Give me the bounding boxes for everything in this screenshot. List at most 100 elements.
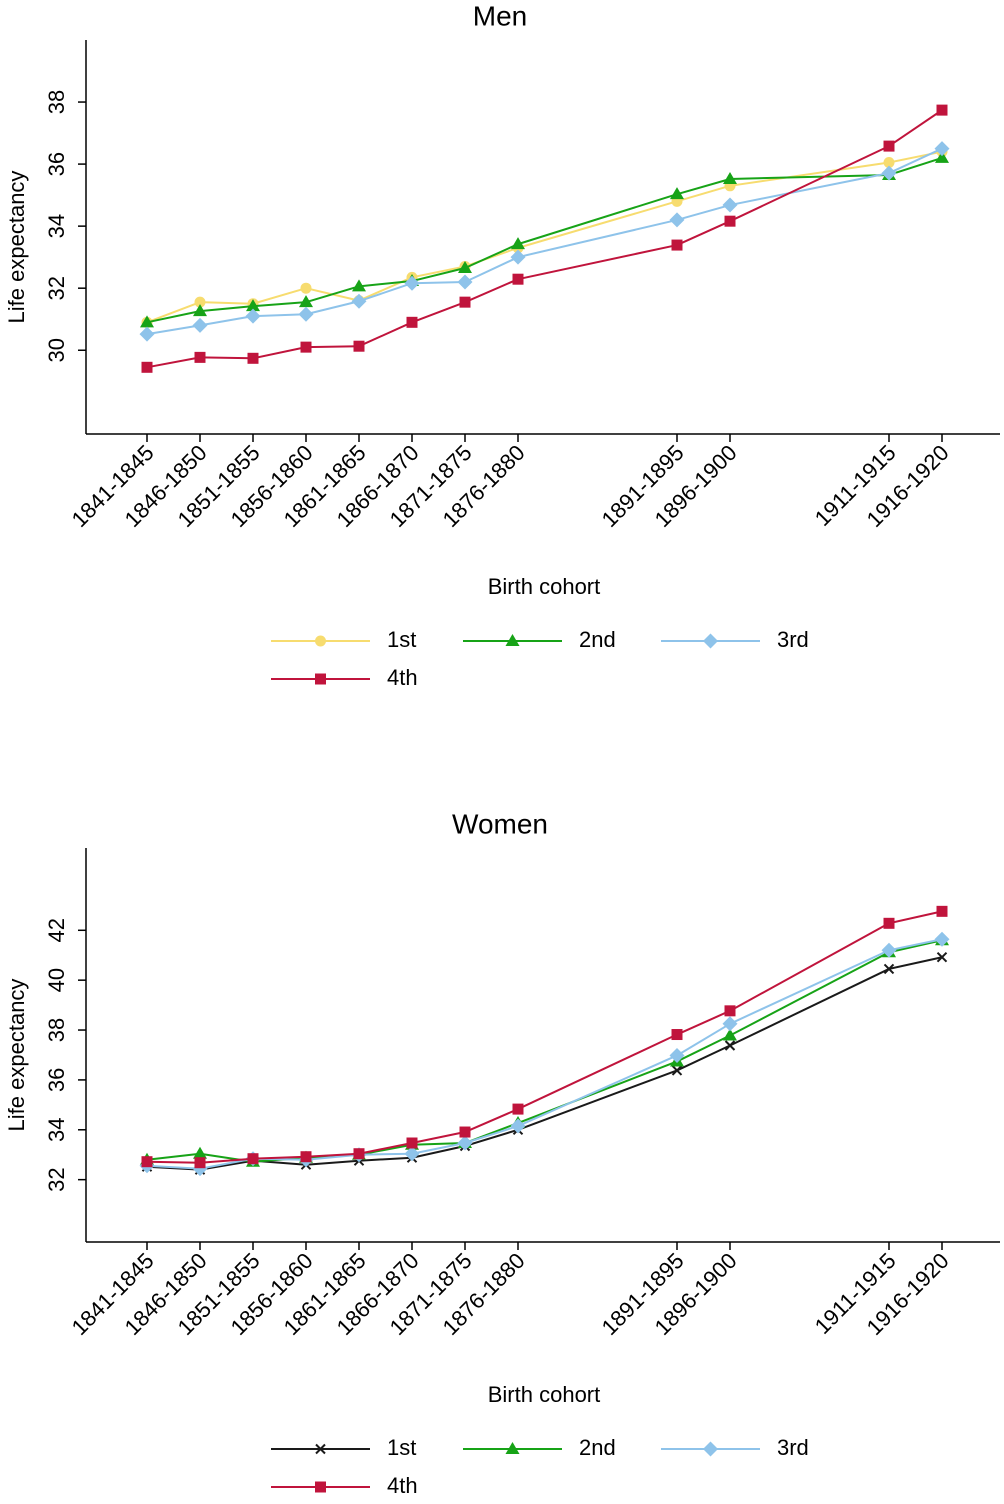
marker [194,296,206,308]
marker [722,1016,738,1032]
marker [194,351,206,363]
y-tick-label: 36 [44,152,69,176]
line-segment [146,1160,201,1164]
marker [883,963,895,975]
line-segment [358,1143,413,1156]
marker [404,1146,420,1162]
y-tick-label: 38 [44,90,69,114]
line-segment [517,244,678,281]
marker [670,187,684,200]
marker [936,952,948,963]
marker [315,1443,326,1455]
line-segment [358,321,413,348]
marker [883,917,895,929]
line-segment [517,200,678,249]
marker [457,274,473,290]
y-tick-label: 42 [44,918,69,942]
y-tick-label: 38 [44,1018,69,1042]
legend-label: 4th [387,1473,418,1498]
y-tick-label: 36 [44,1068,69,1092]
line-segment [888,939,943,954]
marker [510,1118,526,1134]
line-segment [888,938,943,952]
line-segment [888,109,943,147]
line-segment [305,285,360,304]
line-segment [411,265,466,279]
line-segment [888,147,943,174]
marker [315,1481,326,1493]
line-segment [517,1033,678,1110]
marker [671,239,683,251]
line-segment [199,1159,254,1171]
marker [511,237,525,250]
line-segment [358,1142,413,1155]
line-segment [676,178,731,196]
marker [352,279,366,292]
marker [703,633,718,649]
line-segment [676,184,731,203]
line-segment [888,156,943,176]
y-tick-label: 34 [44,1118,69,1142]
marker [192,317,208,333]
line-segment [305,345,360,349]
line-segment [676,1044,731,1072]
line-segment [358,276,413,302]
marker [351,293,367,309]
marker [724,1005,736,1017]
line-segment [305,1153,360,1161]
marker [246,299,260,312]
marker [883,157,895,169]
y-tick-label: 32 [44,1167,69,1191]
line-segment [199,315,254,327]
marker [140,315,154,328]
legend-label: 3rd [777,1435,809,1460]
marker [669,1047,685,1063]
marker [505,634,520,646]
line-segment [517,1060,678,1124]
line-segment [199,1157,254,1164]
line-segment [517,218,678,259]
marker [193,1146,207,1159]
line-segment [676,204,731,221]
marker [300,1151,312,1163]
legend-label: 2nd [579,627,616,652]
marker [459,296,471,308]
marker [510,249,526,265]
line-segment [146,310,201,324]
marker [935,150,949,163]
line-segment [305,1159,360,1166]
line-segment [252,313,307,318]
marker [247,352,259,364]
y-axis-title: Life expectancy [4,979,29,1132]
line-segment [729,968,890,1047]
marker [193,304,207,317]
line-segment [358,282,413,303]
line-segment [729,949,890,1025]
marker [881,165,897,181]
marker [459,1126,471,1138]
marker [936,905,948,917]
line-segment [411,301,466,324]
line-segment [888,956,943,970]
marker [703,1441,718,1457]
line-segment [411,1131,466,1144]
line-segment [358,1156,413,1162]
marker [723,171,737,184]
line-segment [517,1069,678,1131]
y-tick-label: 30 [44,338,69,362]
legend-label: 1st [387,627,416,652]
line-segment [411,1142,466,1146]
line-segment [676,1034,731,1063]
y-axis-title: Life expectancy [4,171,29,324]
line-segment [729,161,890,187]
line-segment [676,1009,731,1036]
marker [671,1029,683,1041]
marker [934,141,950,157]
line-segment [252,346,307,360]
legend-label: 4th [387,665,418,690]
marker [404,275,420,291]
marker [353,1148,365,1160]
